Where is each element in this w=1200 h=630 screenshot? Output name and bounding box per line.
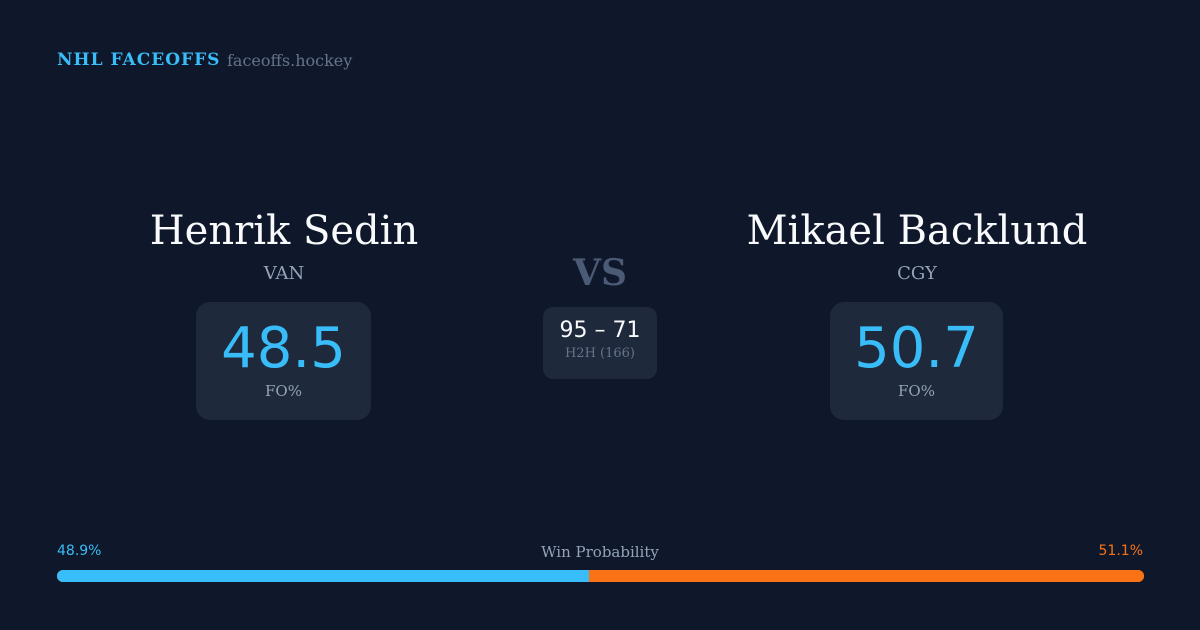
player-left: Henrik Sedin VAN [84,205,484,284]
player-right: Mikael Backlund CGY [717,205,1117,284]
fo-percentage: 48.5 [221,316,346,381]
h2h-score: 95 – 71 [559,318,641,343]
site-name: faceoffs.hockey [227,51,353,70]
win-probability-right-segment [588,570,1144,582]
fo-label: FO% [265,382,302,400]
player-name: Henrik Sedin [149,208,419,254]
win-probability-left: 48.9% [57,543,102,559]
fo-card-right: 50.7 FO% [830,302,1003,420]
h2h-label: H2H (166) [564,346,636,361]
fo-percentage: 50.7 [854,316,979,381]
win-probability-bar [57,570,1144,582]
win-probability-left-segment [57,570,589,582]
fo-card-left: 48.5 FO% [196,302,371,420]
player-team: VAN [263,263,305,284]
brand-title: NHL FACEOFFS [57,50,221,70]
win-probability-right: 51.1% [1098,543,1143,559]
win-probability-title: Win Probability [541,543,659,561]
vs-label: VS [573,252,627,294]
h2h-card: 95 – 71 H2H (166) [543,307,657,379]
player-team: CGY [897,263,937,284]
fo-label: FO% [898,382,935,400]
player-name: Mikael Backlund [746,208,1088,254]
